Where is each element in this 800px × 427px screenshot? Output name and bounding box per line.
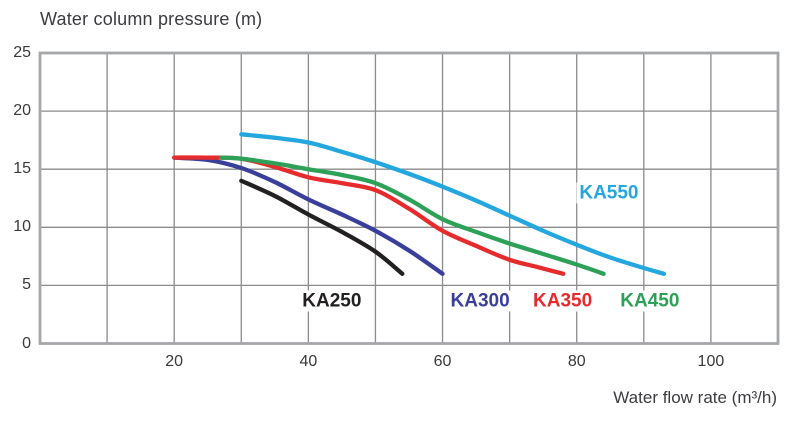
y-axis-title: Water column pressure (m): [40, 9, 263, 29]
x-tick-60: 60: [433, 353, 452, 370]
curve-ka250: [239, 178, 405, 276]
x-tick-20: 20: [165, 353, 184, 370]
y-tick-5: 5: [22, 276, 31, 294]
x-tick-100: 100: [697, 353, 725, 370]
x-tick-40: 40: [299, 353, 318, 370]
series-label-ka450: KA450: [617, 290, 683, 312]
curve-ka300: [172, 155, 445, 276]
series-label-ka550: KA550: [576, 182, 642, 204]
series-label-ka250: KA250: [299, 290, 365, 311]
series-label-ka300: KA300: [447, 290, 513, 312]
y-tick-10: 10: [13, 218, 31, 236]
curve-ka450: [218, 155, 606, 276]
x-tick-80: 80: [567, 353, 586, 370]
y-tick-15: 15: [13, 160, 31, 178]
y-tick-25: 25: [13, 44, 31, 61]
y-tick-0: 0: [22, 334, 31, 352]
curve-ka550: [239, 132, 667, 276]
x-axis-title: Water flow rate (m³/h): [613, 388, 777, 407]
y-tick-20: 20: [13, 102, 31, 120]
plot-border: [38, 51, 780, 345]
series-label-ka350: KA350: [530, 290, 596, 312]
